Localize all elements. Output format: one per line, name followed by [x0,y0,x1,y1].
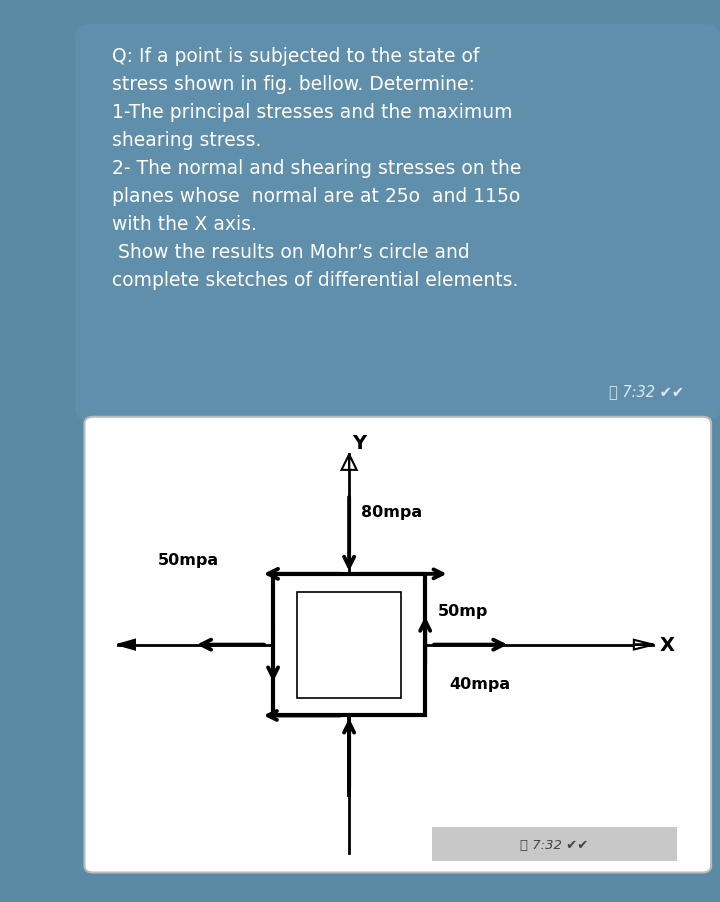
FancyArrow shape [634,640,653,649]
FancyBboxPatch shape [395,822,714,867]
FancyBboxPatch shape [76,25,720,421]
Text: م 7:32 ✔✔: م 7:32 ✔✔ [608,384,684,400]
FancyBboxPatch shape [84,418,711,872]
Text: Q: If a point is subjected to the state of
stress shown in fig. bellow. Determin: Q: If a point is subjected to the state … [112,47,521,290]
Text: Y: Y [352,434,366,453]
Text: م 7:32 ✔✔: م 7:32 ✔✔ [521,838,588,851]
Text: 50mp: 50mp [437,603,487,619]
Text: 80mpa: 80mpa [361,505,423,520]
Bar [297,592,401,698]
Bar [273,575,426,715]
FancyArrow shape [118,640,135,649]
Text: 50mpa: 50mpa [158,553,219,567]
Text: 40mpa: 40mpa [449,676,510,691]
Text: X: X [660,635,675,655]
FancyArrow shape [341,455,356,470]
